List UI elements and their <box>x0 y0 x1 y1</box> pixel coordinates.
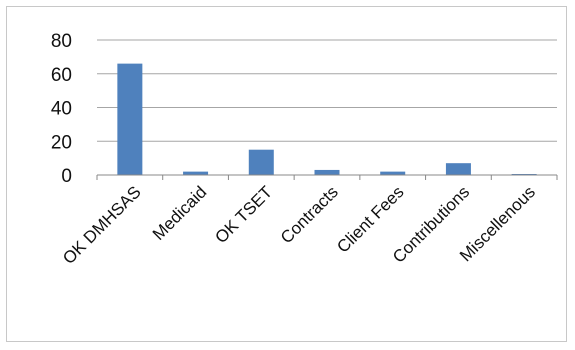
x-tick-label: OK DMHSAS <box>59 182 145 268</box>
bar-ok-tset <box>248 149 274 175</box>
bar-contracts <box>314 169 340 175</box>
bar-contributions <box>445 163 471 175</box>
x-tick-label: OK TSET <box>211 182 276 247</box>
y-tick-label: 60 <box>51 65 72 86</box>
bars <box>117 63 537 175</box>
chart-frame <box>6 6 567 342</box>
y-tick-label: 20 <box>51 132 72 153</box>
x-axis-labels: OK DMHSAS Medicaid OK TSET ContractsClient … <box>59 182 539 268</box>
y-tick-label: 40 <box>51 99 72 120</box>
y-tick-label: 0 <box>61 166 72 187</box>
bar-ok-dmhsas <box>117 63 143 175</box>
bar-client-fees <box>380 171 406 175</box>
x-tick-label: Medicaid <box>149 182 211 244</box>
gridlines <box>97 39 557 142</box>
x-tick-label: Contracts <box>277 182 342 247</box>
bar-medicaid <box>183 171 209 175</box>
x-axis-ticks <box>96 175 558 180</box>
y-tick-label: 80 <box>51 31 72 52</box>
y-axis-ticks: 0 20 40 60 80 <box>51 31 72 187</box>
